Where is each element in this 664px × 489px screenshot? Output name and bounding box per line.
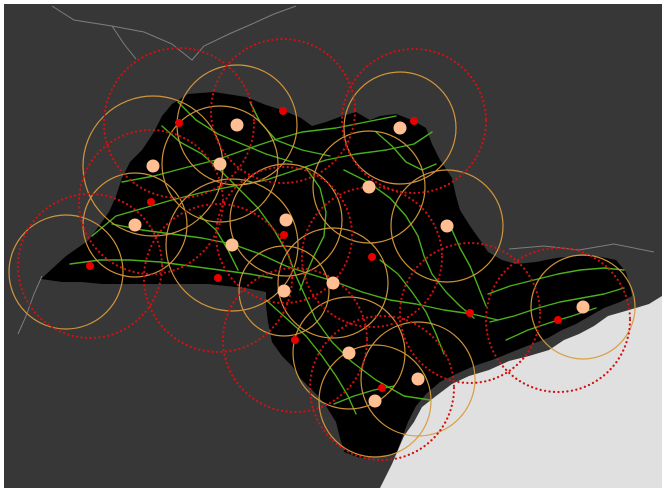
red-dot-icon: [147, 198, 155, 206]
river-11: [379, 259, 445, 355]
neighbor-border-northwest: [111, 25, 137, 60]
orange-coverage-ring: [8, 214, 124, 330]
orange-coverage-ring: [312, 130, 426, 244]
red-dot-icon: [86, 262, 94, 270]
peach-dot-icon: [128, 218, 142, 232]
rivers: [69, 101, 625, 415]
neighbor-border-north: [51, 5, 297, 61]
red-coverage-ring: [398, 241, 542, 385]
red-coverage-ring: [214, 165, 354, 305]
peach-dot-icon: [393, 121, 407, 135]
red-coverage-ring: [340, 47, 488, 195]
peach-dot-icon: [213, 157, 227, 171]
orange-coverage-ring: [530, 254, 636, 360]
peach-dot-icon: [277, 284, 291, 298]
orange-coverage-ring: [229, 163, 343, 277]
red-coverage-ring: [221, 266, 369, 414]
orange-coverage-ring: [390, 169, 504, 283]
orange-coverage-ring: [292, 296, 406, 410]
red-dot-icon: [280, 231, 288, 239]
river-17: [199, 215, 239, 271]
river-5: [161, 125, 431, 401]
peach-dot-icon: [146, 159, 160, 173]
red-center-layer: [86, 107, 562, 392]
red-dot-icon: [279, 107, 287, 115]
red-coverage-ring: [142, 202, 294, 354]
state-land: [41, 92, 632, 458]
red-coverage-ring: [16, 192, 164, 340]
peach-dot-icon: [230, 118, 244, 132]
red-coverage-ring: [102, 46, 256, 200]
river-6: [111, 223, 499, 321]
peach-dot-icon: [576, 300, 590, 314]
orange-center-layer: [128, 118, 590, 408]
red-dot-icon: [175, 119, 183, 127]
red-ring-layer: [16, 37, 632, 462]
river-10: [265, 299, 357, 415]
map-canvas: [4, 4, 662, 488]
orange-coverage-ring: [165, 178, 299, 312]
river-9: [69, 259, 273, 279]
orange-coverage-ring: [238, 245, 330, 337]
red-dot-icon: [291, 336, 299, 344]
red-dot-icon: [368, 253, 376, 261]
river-4: [249, 101, 331, 157]
red-dot-icon: [410, 117, 418, 125]
neighbor-border-east: [508, 243, 655, 253]
peach-dot-icon: [342, 346, 356, 360]
river-18: [375, 131, 437, 171]
river-7: [299, 167, 327, 291]
orange-coverage-ring: [277, 227, 389, 339]
orange-coverage-ring: [343, 71, 457, 185]
red-dot-icon: [554, 316, 562, 324]
river-3: [177, 101, 293, 163]
peach-dot-icon: [225, 238, 239, 252]
peach-dot-icon: [440, 219, 454, 233]
river-14: [489, 287, 625, 323]
peach-dot-icon: [411, 372, 425, 386]
river-8: [343, 169, 475, 319]
red-coverage-ring: [77, 128, 225, 276]
red-coverage-ring: [308, 314, 456, 462]
peach-dot-icon: [362, 180, 376, 194]
peach-dot-icon: [368, 394, 382, 408]
river-12: [451, 229, 487, 307]
red-dot-icon: [378, 384, 386, 392]
orange-coverage-ring: [318, 344, 432, 458]
river-2: [121, 115, 397, 183]
red-dot-icon: [214, 274, 222, 282]
peach-dot-icon: [326, 276, 340, 290]
river-13: [487, 267, 625, 295]
red-dot-icon: [466, 309, 474, 317]
sea-area: [380, 296, 662, 488]
red-coverage-ring: [484, 246, 632, 394]
peach-dot-icon: [279, 213, 293, 227]
red-coverage-ring: [209, 37, 357, 185]
river-15: [505, 307, 597, 341]
